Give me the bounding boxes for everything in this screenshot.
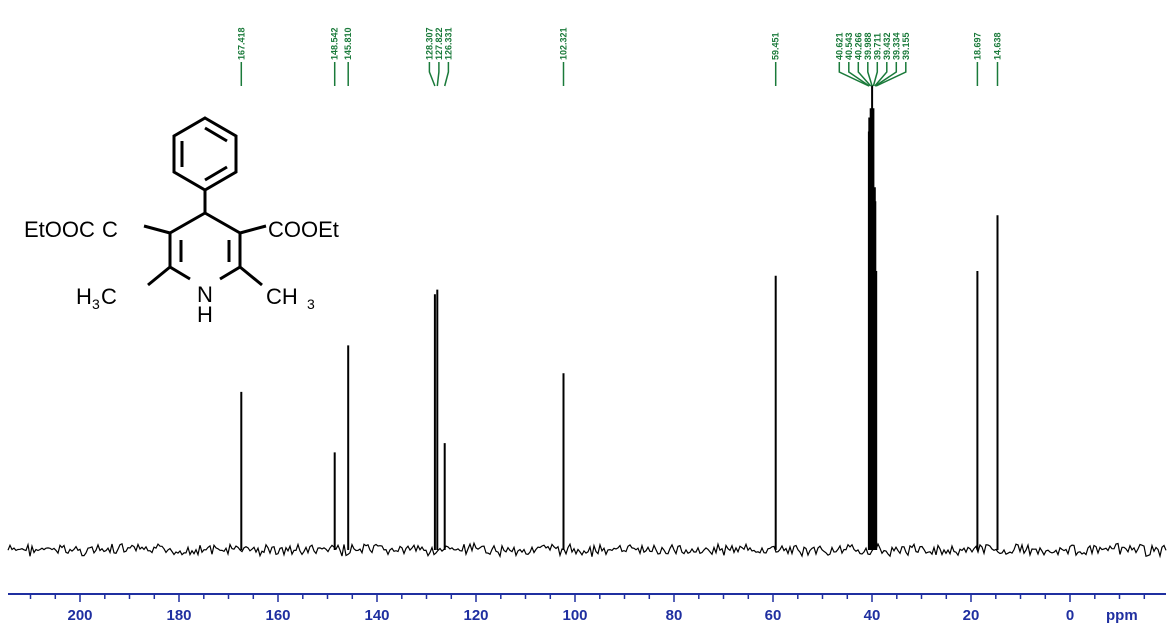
peak-label-connector-39.432 (874, 62, 888, 87)
peak-label-connector-128.307 (428, 62, 436, 87)
ester-left-label: EtOOC (24, 217, 95, 242)
x-axis-tick-label: 120 (463, 607, 488, 624)
peak-label-connector-40.266 (857, 62, 872, 87)
peak-label-text: 40.266 (853, 32, 863, 60)
ring-right-side (204, 211, 242, 281)
peak-label-text: 18.697 (972, 32, 982, 60)
peak-label-text: 127.822 (434, 27, 444, 60)
x-axis-tick-label: 80 (666, 607, 683, 624)
x-axis-tick-label: 200 (67, 607, 92, 624)
x-axis-tick-label: 40 (864, 607, 881, 624)
ester-left-bond (143, 224, 171, 235)
peak-label-text: 39.334 (891, 32, 901, 60)
peak-label-connector-39.711 (872, 62, 879, 87)
phenyl-double-bond-2 (204, 126, 228, 143)
peak-label-text: 14.638 (993, 32, 1003, 60)
spectrum-baseline-noise (7, 541, 1167, 559)
peak-label-text: 39.432 (882, 32, 892, 60)
peak-label-text: 148.542 (330, 27, 340, 60)
ester-right-label: COOEt (268, 217, 339, 242)
methyl-right-subscript: 3 (307, 296, 315, 312)
phenyl-double-bond-3 (204, 165, 228, 182)
x-axis-tick-label: 160 (265, 607, 290, 624)
peak-label-connector-127.822 (436, 62, 440, 87)
peak-label-text: 39.711 (872, 33, 882, 60)
methyl-right-bond (239, 265, 263, 287)
peak-label-annotations: 167.418 148.542 145.810 128.307 127.822 126.3… (236, 27, 1003, 87)
methyl-left-bond (147, 265, 171, 287)
x-axis-tick-label: 20 (963, 607, 980, 624)
spectrum-peaks (240, 85, 999, 550)
methyl-left-subscript: 3 (92, 296, 100, 312)
methyl-right-label: CH (266, 284, 298, 309)
peak-label-text: 128.307 (424, 27, 434, 60)
methyl-left-c-label: C (101, 284, 117, 309)
x-axis-tick-label: 140 (364, 607, 389, 624)
peak-label-connector-39.988 (867, 62, 873, 87)
x-axis-tick-label: 180 (166, 607, 191, 624)
peak-label-text: 40.621 (834, 32, 844, 60)
peak-label-text: 126.331 (443, 27, 453, 60)
molecule-structure: EtOOC C COOEt H 3 C CH 3 N H (24, 116, 339, 327)
x-axis-tick-label: 0 (1066, 607, 1074, 624)
peak-label-text: 39.155 (901, 32, 911, 60)
peak-label-text: 145.810 (343, 27, 353, 60)
methyl-left-h-label: H (76, 284, 92, 309)
ring-nh-label: H (197, 302, 213, 327)
peak-label-text: 40.543 (844, 32, 854, 60)
peak-label-connector-40.543 (848, 62, 870, 87)
peak-label-connector-40.621 (838, 62, 870, 87)
x-axis-tick-label: 60 (765, 607, 782, 624)
ring-n-label: N (197, 282, 213, 307)
peak-label-text: 59.451 (771, 32, 781, 60)
peak-label-text: 167.418 (236, 27, 246, 60)
peak-label-text: 39.988 (863, 32, 873, 60)
ring-left-side (168, 211, 206, 281)
x-axis-ticks: 200 180 160 140 120 100 80 60 40 20 0 (29, 594, 1146, 624)
peak-label-connector-126.331 (443, 62, 450, 87)
ester-right-bond (239, 224, 267, 235)
peak-label-text: 102.321 (559, 27, 569, 60)
x-axis-unit-label: ppm (1106, 607, 1138, 624)
peak-label-connector-39.334 (874, 62, 898, 87)
peak-label-connector-39.155 (875, 62, 907, 87)
ester-left-c-label: C (102, 217, 118, 242)
x-axis-tick-label: 100 (562, 607, 587, 624)
